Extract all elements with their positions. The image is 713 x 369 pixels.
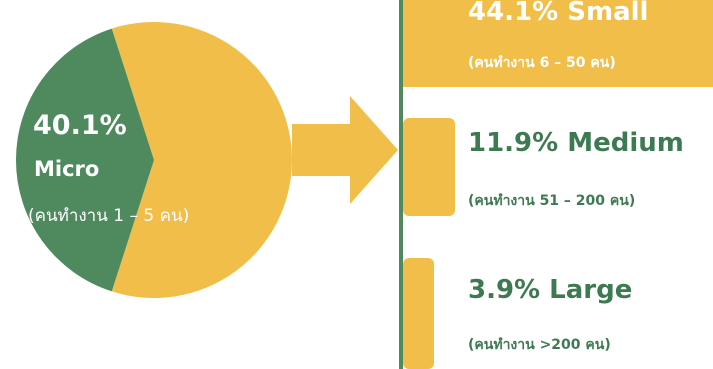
small-segment-workers: (คนทำงาน 6 – 50 คน): [468, 55, 616, 71]
medium-segment-title: 11.9% Medium: [468, 128, 684, 158]
micro-workers-label: (คนทำงาน 1 – 5 คน): [28, 206, 190, 226]
divider-line: [399, 0, 403, 369]
pie-slice-rest: [111, 22, 292, 299]
segment-bar-medium: [403, 118, 455, 216]
medium-segment-workers: (คนทำงาน 51 – 200 คน): [468, 193, 636, 209]
micro-name-label: Micro: [34, 157, 100, 181]
micro-percent-label: 40.1%: [33, 110, 127, 141]
right-arrow-icon: [292, 96, 398, 204]
segment-bar-large: [403, 258, 434, 369]
small-segment-title: 44.1% Small: [468, 0, 649, 27]
large-segment-workers: (คนทำงาน >200 คน): [468, 337, 611, 353]
large-segment-title: 3.9% Large: [468, 275, 633, 305]
segment-bar-small: [403, 0, 713, 87]
pie-slice-micro: [15, 28, 155, 292]
